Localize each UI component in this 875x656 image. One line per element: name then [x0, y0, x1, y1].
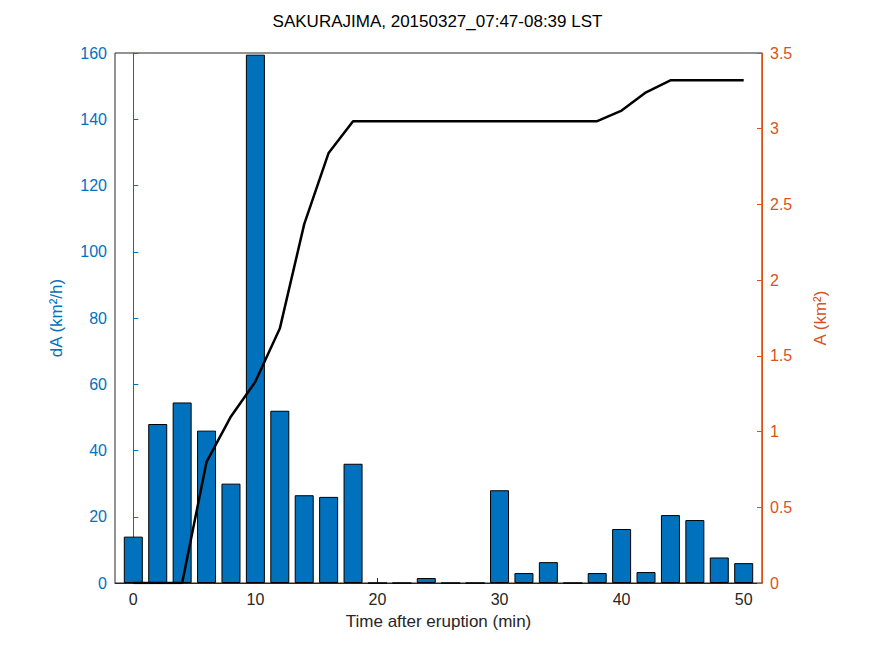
svg-text:3.5: 3.5: [770, 45, 792, 62]
svg-text:Time after eruption (min): Time after eruption (min): [346, 612, 531, 631]
svg-text:50: 50: [735, 591, 753, 608]
svg-text:dA (km²/h): dA (km²/h): [47, 279, 66, 357]
svg-text:20: 20: [89, 508, 107, 525]
svg-text:80: 80: [89, 310, 107, 327]
svg-text:30: 30: [491, 591, 509, 608]
svg-text:0: 0: [98, 575, 107, 592]
svg-text:0: 0: [770, 575, 779, 592]
svg-text:0: 0: [129, 591, 138, 608]
svg-text:20: 20: [369, 591, 387, 608]
svg-text:A (km²): A (km²): [811, 291, 830, 346]
svg-text:160: 160: [80, 45, 107, 62]
svg-text:0.5: 0.5: [770, 499, 792, 516]
svg-text:2.5: 2.5: [770, 196, 792, 213]
svg-text:140: 140: [80, 111, 107, 128]
svg-text:3: 3: [770, 120, 779, 137]
svg-text:40: 40: [89, 442, 107, 459]
svg-text:40: 40: [613, 591, 631, 608]
svg-text:2: 2: [770, 272, 779, 289]
svg-text:1: 1: [770, 423, 779, 440]
svg-text:100: 100: [80, 243, 107, 260]
svg-text:1.5: 1.5: [770, 347, 792, 364]
svg-text:SAKURAJIMA, 20150327_07:47-08:: SAKURAJIMA, 20150327_07:47-08:39 LST: [273, 12, 603, 31]
svg-text:60: 60: [89, 376, 107, 393]
svg-text:120: 120: [80, 177, 107, 194]
svg-text:10: 10: [246, 591, 264, 608]
